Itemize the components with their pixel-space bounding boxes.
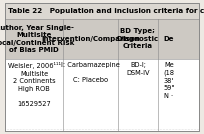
Text: De: De <box>164 36 174 42</box>
Text: Author, Year Single-
Multisite
Local/Continent Risk
of Bias PMID: Author, Year Single- Multisite Local/Con… <box>0 25 75 53</box>
Bar <box>5 59 199 131</box>
Text: I: Carbamazepine

C: Placebo: I: Carbamazepine C: Placebo <box>61 62 120 83</box>
Text: Table 22   Population and inclusion criteria for carbamazepi: Table 22 Population and inclusion criter… <box>8 8 204 14</box>
Bar <box>5 3 199 19</box>
Text: Me
(18
38'
59"
N ·: Me (18 38' 59" N · <box>163 62 175 99</box>
Text: BD-I;
DSM-IV: BD-I; DSM-IV <box>126 62 150 76</box>
Bar <box>5 19 199 59</box>
Text: Weisler, 2006¹¹¹
Multisite
2 Continents
High ROB

16529527: Weisler, 2006¹¹¹ Multisite 2 Continents … <box>8 62 61 107</box>
Text: Intervention/Comparison: Intervention/Comparison <box>41 36 140 42</box>
Text: BD Type;
Diagnostic
Criteria: BD Type; Diagnostic Criteria <box>117 28 159 49</box>
